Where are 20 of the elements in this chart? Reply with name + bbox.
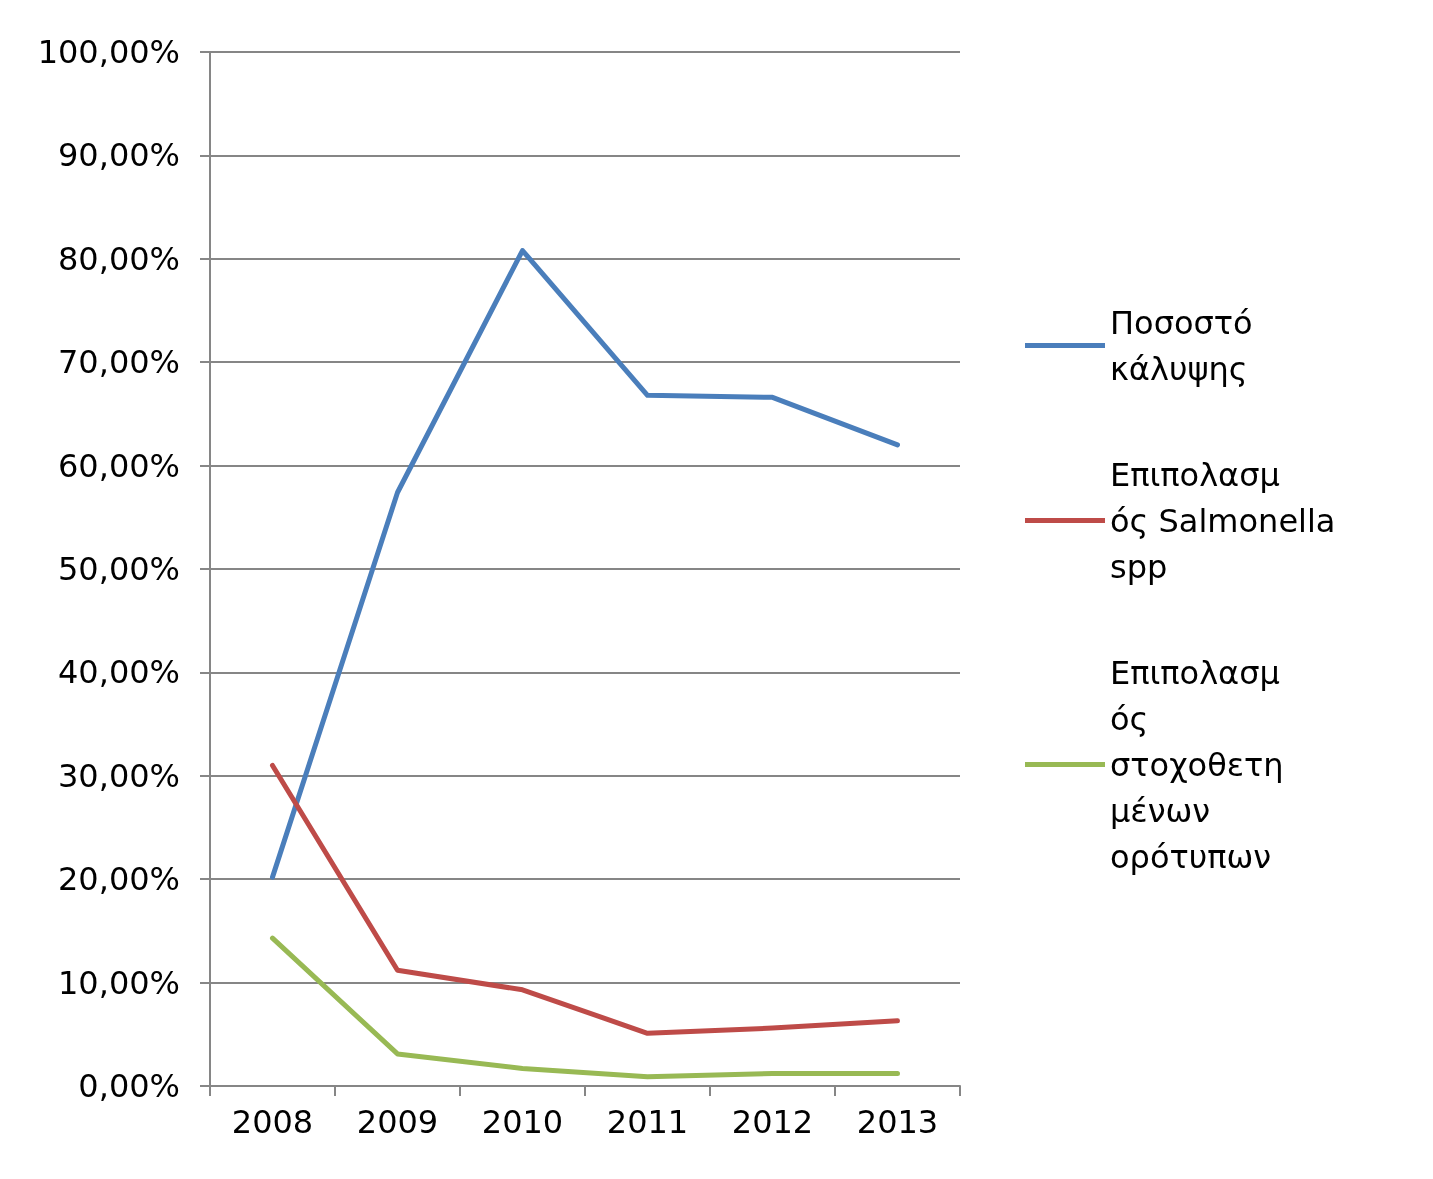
x-tick-label: 2011 (606, 1103, 689, 1141)
y-tick-label: 70,00% (57, 343, 180, 382)
x-tick-label: 2010 (481, 1103, 564, 1141)
legend-label: Επιπολασμός Salmonella spp (1110, 455, 1346, 586)
y-tick-label: 20,00% (57, 860, 180, 899)
y-tick-label: 100,00% (37, 33, 180, 71)
legend-label: Ποσοστό κάλυψης (1110, 303, 1263, 388)
x-tick-label: 2013 (856, 1103, 939, 1141)
y-tick-label: 80,00% (57, 239, 180, 278)
y-tick-label: 0,00% (78, 1067, 180, 1105)
y-tick-label: 50,00% (57, 550, 180, 588)
y-tick-label: 10,00% (57, 963, 180, 1002)
x-tick-label: 2008 (231, 1103, 314, 1141)
y-tick-label: 40,00% (57, 653, 180, 692)
y-tick-label: 90,00% (57, 136, 180, 175)
x-tick-label: 2012 (731, 1103, 814, 1141)
y-tick-label: 60,00% (57, 446, 180, 485)
legend-label: Επιπολασμός στοχοθετημένων ορότυπων (1110, 653, 1284, 876)
x-tick-label: 2009 (356, 1103, 439, 1141)
y-tick-label: 30,00% (57, 756, 180, 795)
